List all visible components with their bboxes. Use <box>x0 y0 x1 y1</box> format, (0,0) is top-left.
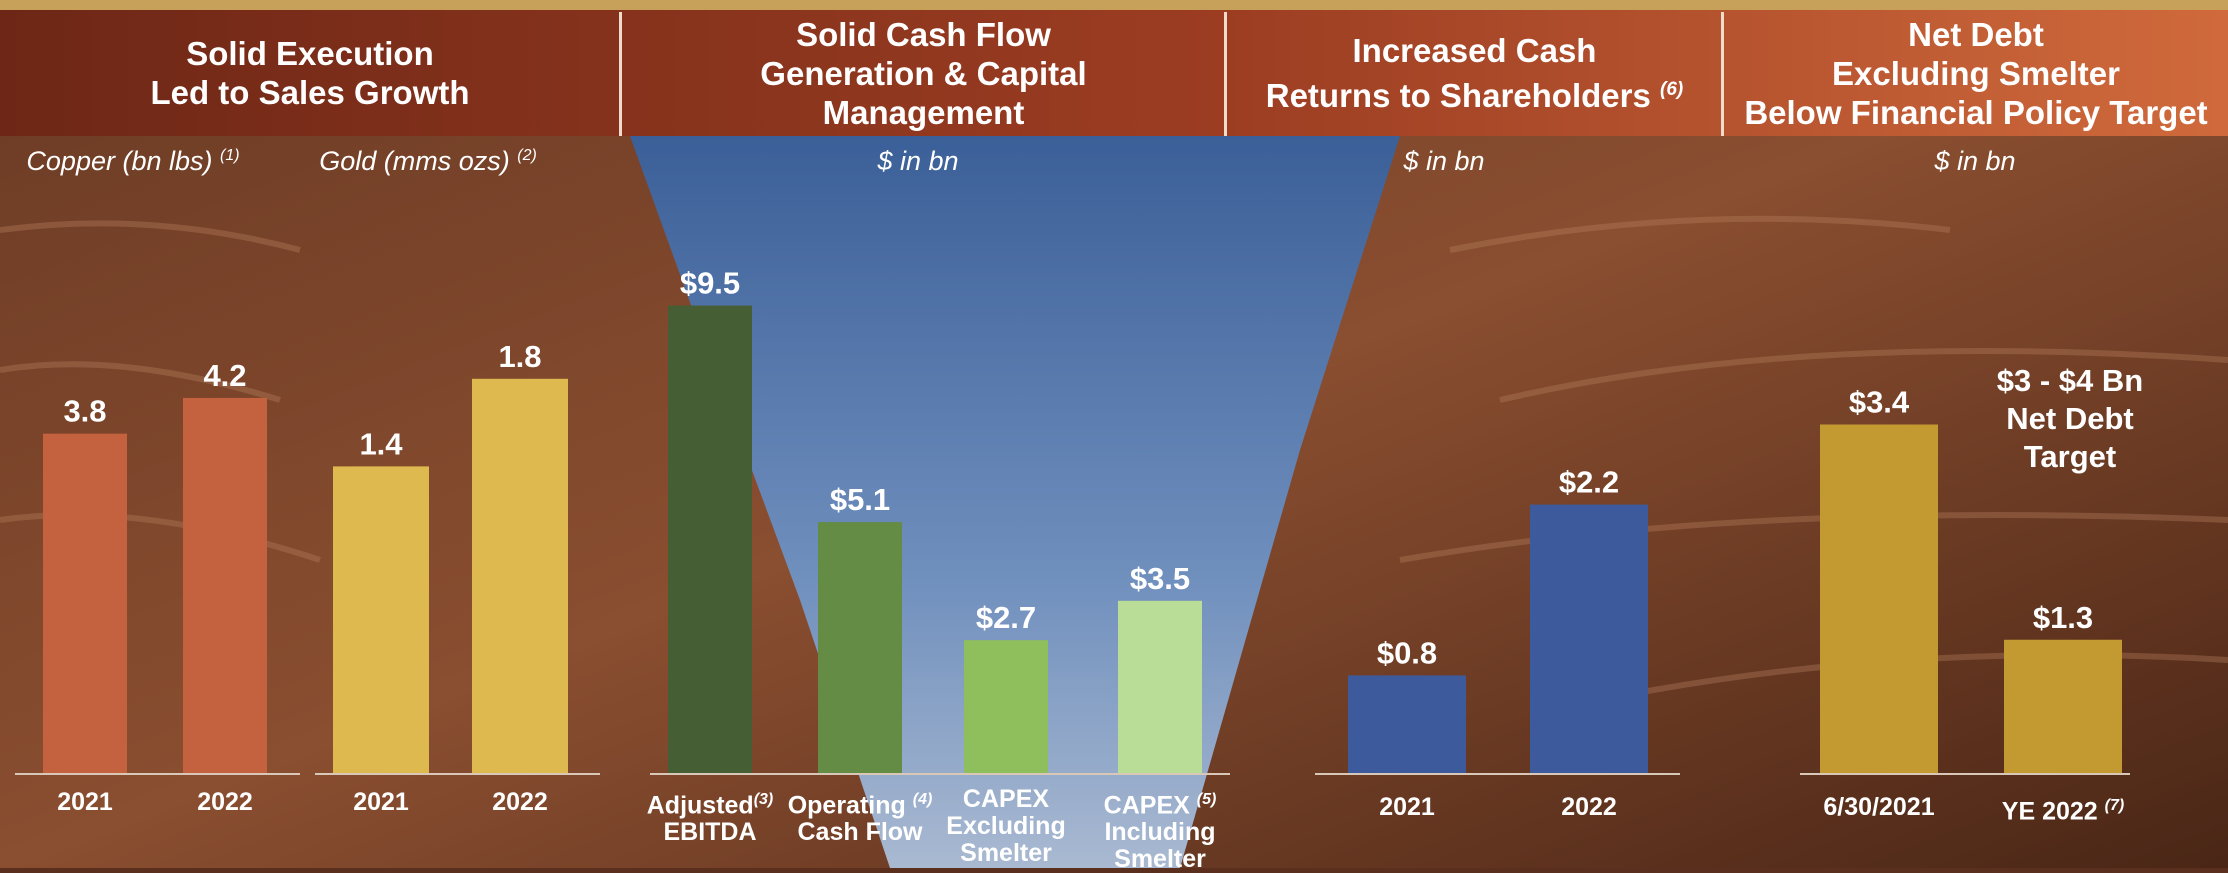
x-label-gold-2021: 2021 <box>353 788 409 816</box>
bar-adjusted-ebitda-value-label: $9.5 <box>680 266 740 301</box>
bar-gold-2021 <box>333 466 429 773</box>
x-label-copper-2022: 2022 <box>197 788 253 816</box>
bar-operating-cash-flow <box>818 522 902 773</box>
x-label-netdebt-jun-2021: 6/30/2021 <box>1823 793 1935 821</box>
bar-netdebt-jun-2021-value-label: $3.4 <box>1849 385 1910 420</box>
top-accent-line <box>0 0 2228 10</box>
bar-netdebt-jun-2021 <box>1820 424 1938 773</box>
header-cash-returns: Increased Cash Returns to Shareholders (6… <box>1265 32 1684 114</box>
bar-returns-2022-value-label: $2.2 <box>1559 465 1619 500</box>
header-cash-flow: Solid Cash Flow Generation & Capital Manag… <box>760 15 1087 131</box>
header-net-debt: Net Debt Excluding Smelter Below Financial… <box>1744 15 2208 131</box>
x-label-capex-excluding-smelter: CAPEX Excluding Smelter <box>946 785 1066 867</box>
bar-gold-2021-value-label: 1.4 <box>359 426 403 461</box>
bar-copper-2021-value-label: 3.8 <box>63 394 106 429</box>
bar-returns-2022 <box>1530 504 1648 773</box>
header-divider <box>619 12 622 136</box>
unit-label-cashflow: $ in bn <box>877 146 959 176</box>
unit-label-returns: $ in bn <box>1403 146 1485 176</box>
header-divider <box>1224 12 1227 136</box>
x-label-adjusted-ebitda: Adjusted(3) EBITDA <box>646 791 774 847</box>
x-label-gold-2022: 2022 <box>492 788 548 816</box>
x-label-netdebt-ye-2022: YE 2022 (7) <box>2001 797 2125 826</box>
bar-netdebt-ye-2022 <box>2004 639 2122 773</box>
x-label-copper-2021: 2021 <box>57 788 113 816</box>
bar-capex-including-smelter-value-label: $3.5 <box>1130 561 1190 596</box>
bar-operating-cash-flow-value-label: $5.1 <box>830 482 890 517</box>
bar-returns-2021 <box>1348 675 1466 773</box>
bar-returns-2021-value-label: $0.8 <box>1377 635 1437 670</box>
unit-label-gold: Gold (mms ozs) (2) <box>319 146 537 176</box>
bar-copper-2021 <box>43 433 127 773</box>
unit-label-netdebt: $ in bn <box>1934 146 2016 176</box>
x-label-capex-including-smelter: CAPEX (5) Including Smelter <box>1103 791 1217 873</box>
bar-capex-excluding-smelter <box>964 640 1048 773</box>
x-label-operating-cash-flow: Operating (4) Cash Flow <box>787 791 933 847</box>
bar-copper-2022-value-label: 4.2 <box>203 358 246 393</box>
bar-gold-2022 <box>472 378 568 773</box>
net-debt-target-label: $3 - $4 Bn Net Debt Target <box>1996 363 2144 474</box>
bar-gold-2022-value-label: 1.8 <box>498 339 541 374</box>
unit-label-copper: Copper (bn lbs) (1) <box>26 146 240 176</box>
bar-netdebt-ye-2022-value-label: $1.3 <box>2033 600 2093 635</box>
header-sales-growth: Solid Execution Led to Sales Growth <box>150 35 470 111</box>
header-divider <box>1721 12 1724 136</box>
bar-capex-excluding-smelter-value-label: $2.7 <box>976 600 1036 635</box>
x-label-returns-2021: 2021 <box>1379 793 1435 821</box>
bar-adjusted-ebitda <box>668 305 752 773</box>
bar-capex-including-smelter <box>1118 600 1202 773</box>
bar-copper-2022 <box>183 397 267 773</box>
x-label-returns-2022: 2022 <box>1561 793 1617 821</box>
